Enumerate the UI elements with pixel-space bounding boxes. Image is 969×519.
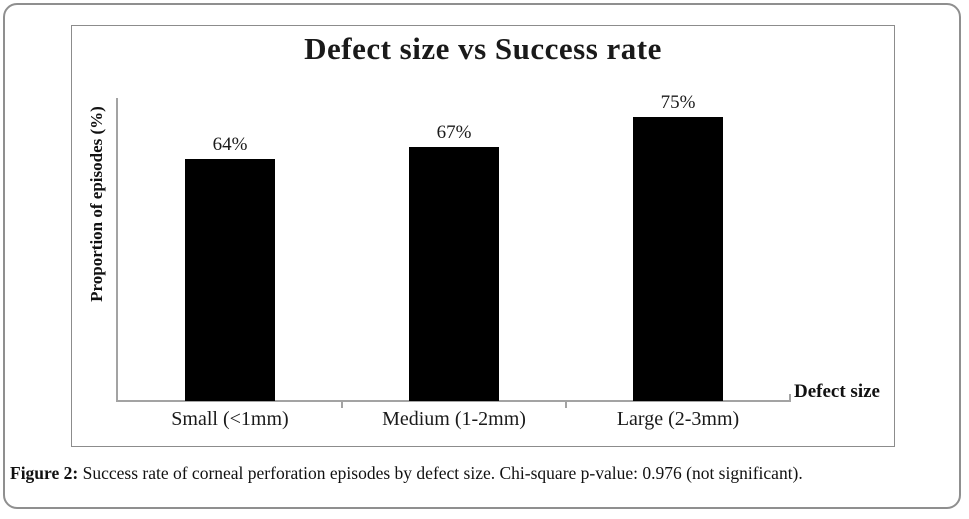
y-axis-line: [116, 98, 118, 402]
bar: [633, 117, 723, 401]
axis-boundary-tick: [565, 401, 567, 408]
axis-end-tick: [789, 394, 791, 402]
y-axis-label: Proportion of episodes (%): [87, 106, 106, 302]
bar-value-label: 64%: [212, 134, 248, 155]
x-tick-label: Medium (1-2mm): [382, 408, 526, 430]
bar-value-label: 67%: [436, 122, 472, 143]
x-tick-label: Small (<1mm): [171, 408, 289, 430]
figure-caption: Figure 2: Success rate of corneal perfor…: [10, 463, 930, 484]
x-axis-title: Defect size: [794, 381, 880, 402]
axis-boundary-tick: [341, 401, 343, 408]
bar-value-label: 75%: [660, 92, 696, 113]
bar: [185, 159, 275, 401]
bar: [409, 147, 499, 401]
figure-caption-text: Success rate of corneal perforation epis…: [78, 463, 803, 483]
figure-caption-label: Figure 2:: [10, 463, 79, 483]
x-axis-line: [116, 400, 789, 402]
chart-title: Defect size vs Success rate: [304, 31, 662, 66]
figure-outer-frame: [3, 3, 961, 509]
x-tick-label: Large (2-3mm): [616, 408, 740, 430]
